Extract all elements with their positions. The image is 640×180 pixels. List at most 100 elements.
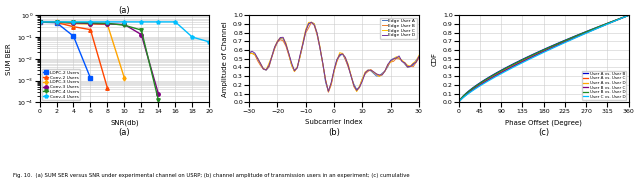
Edge User B	[353, 90, 360, 92]
User B vs. User D	[572, 35, 579, 37]
Edge User B	[415, 57, 423, 59]
LDPC-3 Users	[86, 23, 94, 25]
LDPC-3 Users	[52, 21, 60, 23]
Title: (a): (a)	[118, 6, 130, 15]
User B vs. User C	[591, 28, 598, 30]
User A vs. User C	[588, 30, 595, 32]
Conv-2 Users	[104, 87, 111, 89]
Line: Conv-2 Users: Conv-2 Users	[38, 20, 109, 90]
Conv-3 Users	[120, 23, 128, 26]
Conv-3 Users	[52, 21, 60, 23]
LDPC-4 Users	[86, 22, 94, 24]
Conv-4 Users	[138, 21, 145, 23]
Edge User B	[279, 40, 287, 42]
Line: Edge User C: Edge User C	[249, 22, 419, 92]
Line: User B vs. User D: User B vs. User D	[459, 15, 628, 102]
Edge User A	[342, 58, 349, 61]
Conv-4 Users	[52, 21, 60, 23]
Edge User A	[305, 23, 312, 25]
User A vs. User C	[591, 28, 598, 30]
User C vs. User D	[472, 87, 480, 89]
User A vs. User D	[572, 36, 579, 38]
Edge User D	[398, 60, 406, 63]
LDPC-4 Users	[120, 24, 128, 26]
X-axis label: Phase Offset (Degree): Phase Offset (Degree)	[505, 119, 582, 126]
Edge User C	[339, 52, 346, 55]
LDPC-4 Users	[52, 21, 60, 23]
LDPC-3 Users	[70, 22, 77, 25]
User B vs. User D	[588, 29, 595, 31]
Conv-2 Users	[52, 21, 60, 24]
LDPC-2 Users	[52, 22, 60, 24]
Edge User B	[342, 58, 349, 60]
User A vs. User D	[455, 101, 463, 103]
User A vs. User B	[530, 53, 538, 55]
Text: Fig. 10.  (a) SUM SER versus SNR under experimental channel on USRP; (b) channel: Fig. 10. (a) SUM SER versus SNR under ex…	[13, 173, 410, 178]
User A vs. User D	[588, 29, 595, 31]
User A vs. User B	[625, 14, 632, 16]
Line: Edge User D: Edge User D	[249, 22, 419, 91]
Conv-3 Users	[138, 33, 145, 36]
User B vs. User C	[455, 101, 463, 103]
User B vs. User D	[455, 101, 463, 103]
Conv-4 Users	[104, 21, 111, 23]
Edge User C	[415, 54, 423, 56]
Line: LDPC-3 Users: LDPC-3 Users	[38, 20, 126, 80]
Line: Edge User B: Edge User B	[249, 22, 419, 92]
Edge User C	[279, 37, 287, 39]
Edge User D	[285, 52, 292, 55]
Edge User D	[308, 21, 316, 23]
Edge User B	[308, 21, 316, 23]
Conv-2 Users	[36, 21, 44, 23]
Edge User B	[324, 91, 332, 93]
User A vs. User C	[524, 58, 531, 60]
Line: User A vs. User D: User A vs. User D	[459, 15, 628, 102]
LDPC-2 Users	[36, 21, 44, 23]
Edge User A	[285, 53, 292, 55]
User B vs. User C	[524, 58, 531, 60]
Conv-3 Users	[104, 23, 111, 25]
User A vs. User B	[472, 84, 480, 87]
Conv-3 Users	[70, 22, 77, 24]
Edge User D	[245, 52, 253, 54]
User C vs. User D	[572, 37, 579, 39]
Edge User D	[324, 90, 332, 92]
User A vs. User D	[524, 57, 531, 59]
Conv-4 Users	[70, 21, 77, 23]
User A vs. User D	[472, 86, 480, 88]
Edge User A	[398, 60, 406, 62]
Legend: LDPC-2 Users, Conv-2 Users, LDPC-3 Users, Conv-3 Users, LDPC-4 Users, Conv-4 Use: LDPC-2 Users, Conv-2 Users, LDPC-3 Users…	[42, 69, 80, 100]
User B vs. User C	[530, 55, 538, 57]
User A vs. User C	[472, 87, 480, 89]
X-axis label: Subcarrier Index: Subcarrier Index	[305, 119, 363, 125]
User B vs. User D	[530, 53, 538, 56]
User A vs. User C	[530, 55, 538, 57]
User B vs. User D	[524, 56, 531, 59]
Conv-4 Users	[172, 21, 179, 23]
LDPC-3 Users	[120, 77, 128, 79]
Edge User A	[308, 21, 316, 23]
Edge User A	[279, 38, 287, 40]
LDPC-2 Users	[70, 35, 77, 37]
User A vs. User D	[625, 14, 632, 16]
Edge User D	[353, 89, 360, 91]
Conv-4 Users	[188, 36, 196, 38]
Edge User C	[305, 21, 312, 23]
Conv-4 Users	[120, 21, 128, 23]
Conv-4 Users	[36, 21, 44, 23]
LDPC-3 Users	[36, 21, 44, 23]
User C vs. User D	[588, 30, 595, 32]
Conv-2 Users	[86, 29, 94, 31]
Conv-4 Users	[205, 41, 213, 43]
Edge User D	[305, 23, 312, 25]
Edge User D	[342, 56, 349, 59]
Text: (a): (a)	[118, 128, 130, 137]
Line: User A vs. User B: User A vs. User B	[459, 15, 628, 102]
X-axis label: SNR(db): SNR(db)	[110, 119, 139, 126]
User B vs. User D	[591, 28, 598, 30]
User A vs. User C	[625, 14, 632, 16]
Text: (c): (c)	[538, 128, 549, 137]
LDPC-4 Users	[36, 21, 44, 23]
Conv-3 Users	[86, 22, 94, 25]
Edge User A	[245, 51, 253, 54]
